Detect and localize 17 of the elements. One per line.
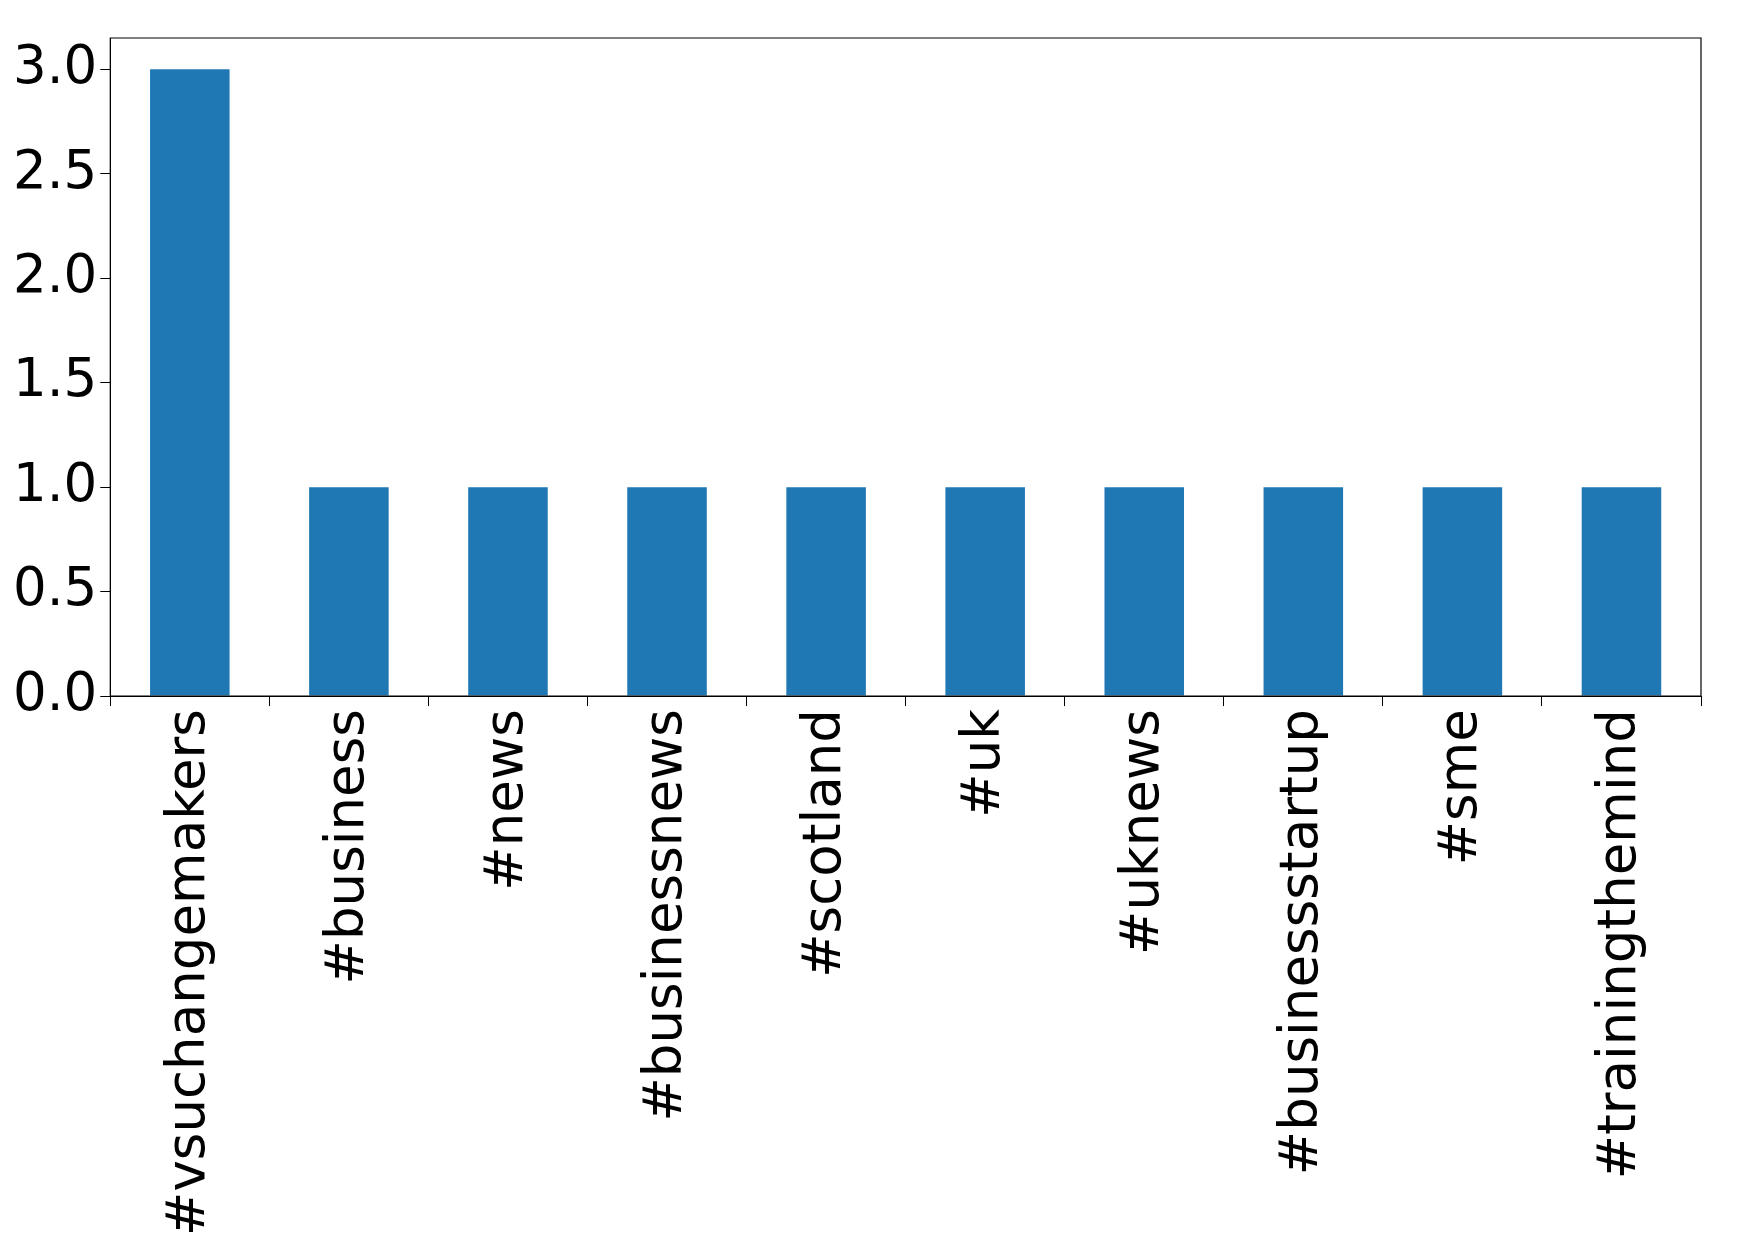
x-tick-label: #news bbox=[472, 709, 534, 891]
y-tick-label: 1.0 bbox=[12, 451, 98, 513]
x-tick-label: #sme bbox=[1427, 709, 1489, 866]
y-tick-label: 0.5 bbox=[12, 556, 98, 618]
x-tick-label: #uk bbox=[949, 708, 1011, 818]
y-tick-label: 1.5 bbox=[12, 347, 98, 409]
x-tick-label: #business bbox=[313, 709, 375, 985]
y-tick-label: 3.0 bbox=[12, 34, 98, 96]
x-tick-label: #vsuchangemakers bbox=[154, 709, 216, 1237]
x-tick-label: #trainingthemind bbox=[1586, 709, 1648, 1180]
y-tick-label: 0.0 bbox=[12, 660, 98, 722]
x-tick-label: #scotland bbox=[790, 709, 852, 978]
x-tick-label: #businessstartup bbox=[1268, 709, 1330, 1176]
y-tick-label: 2.0 bbox=[12, 243, 98, 305]
x-tick-label: #businessnews bbox=[631, 709, 693, 1122]
y-tick-label: 2.5 bbox=[12, 138, 98, 200]
x-tick-label: #uknews bbox=[1109, 709, 1171, 955]
